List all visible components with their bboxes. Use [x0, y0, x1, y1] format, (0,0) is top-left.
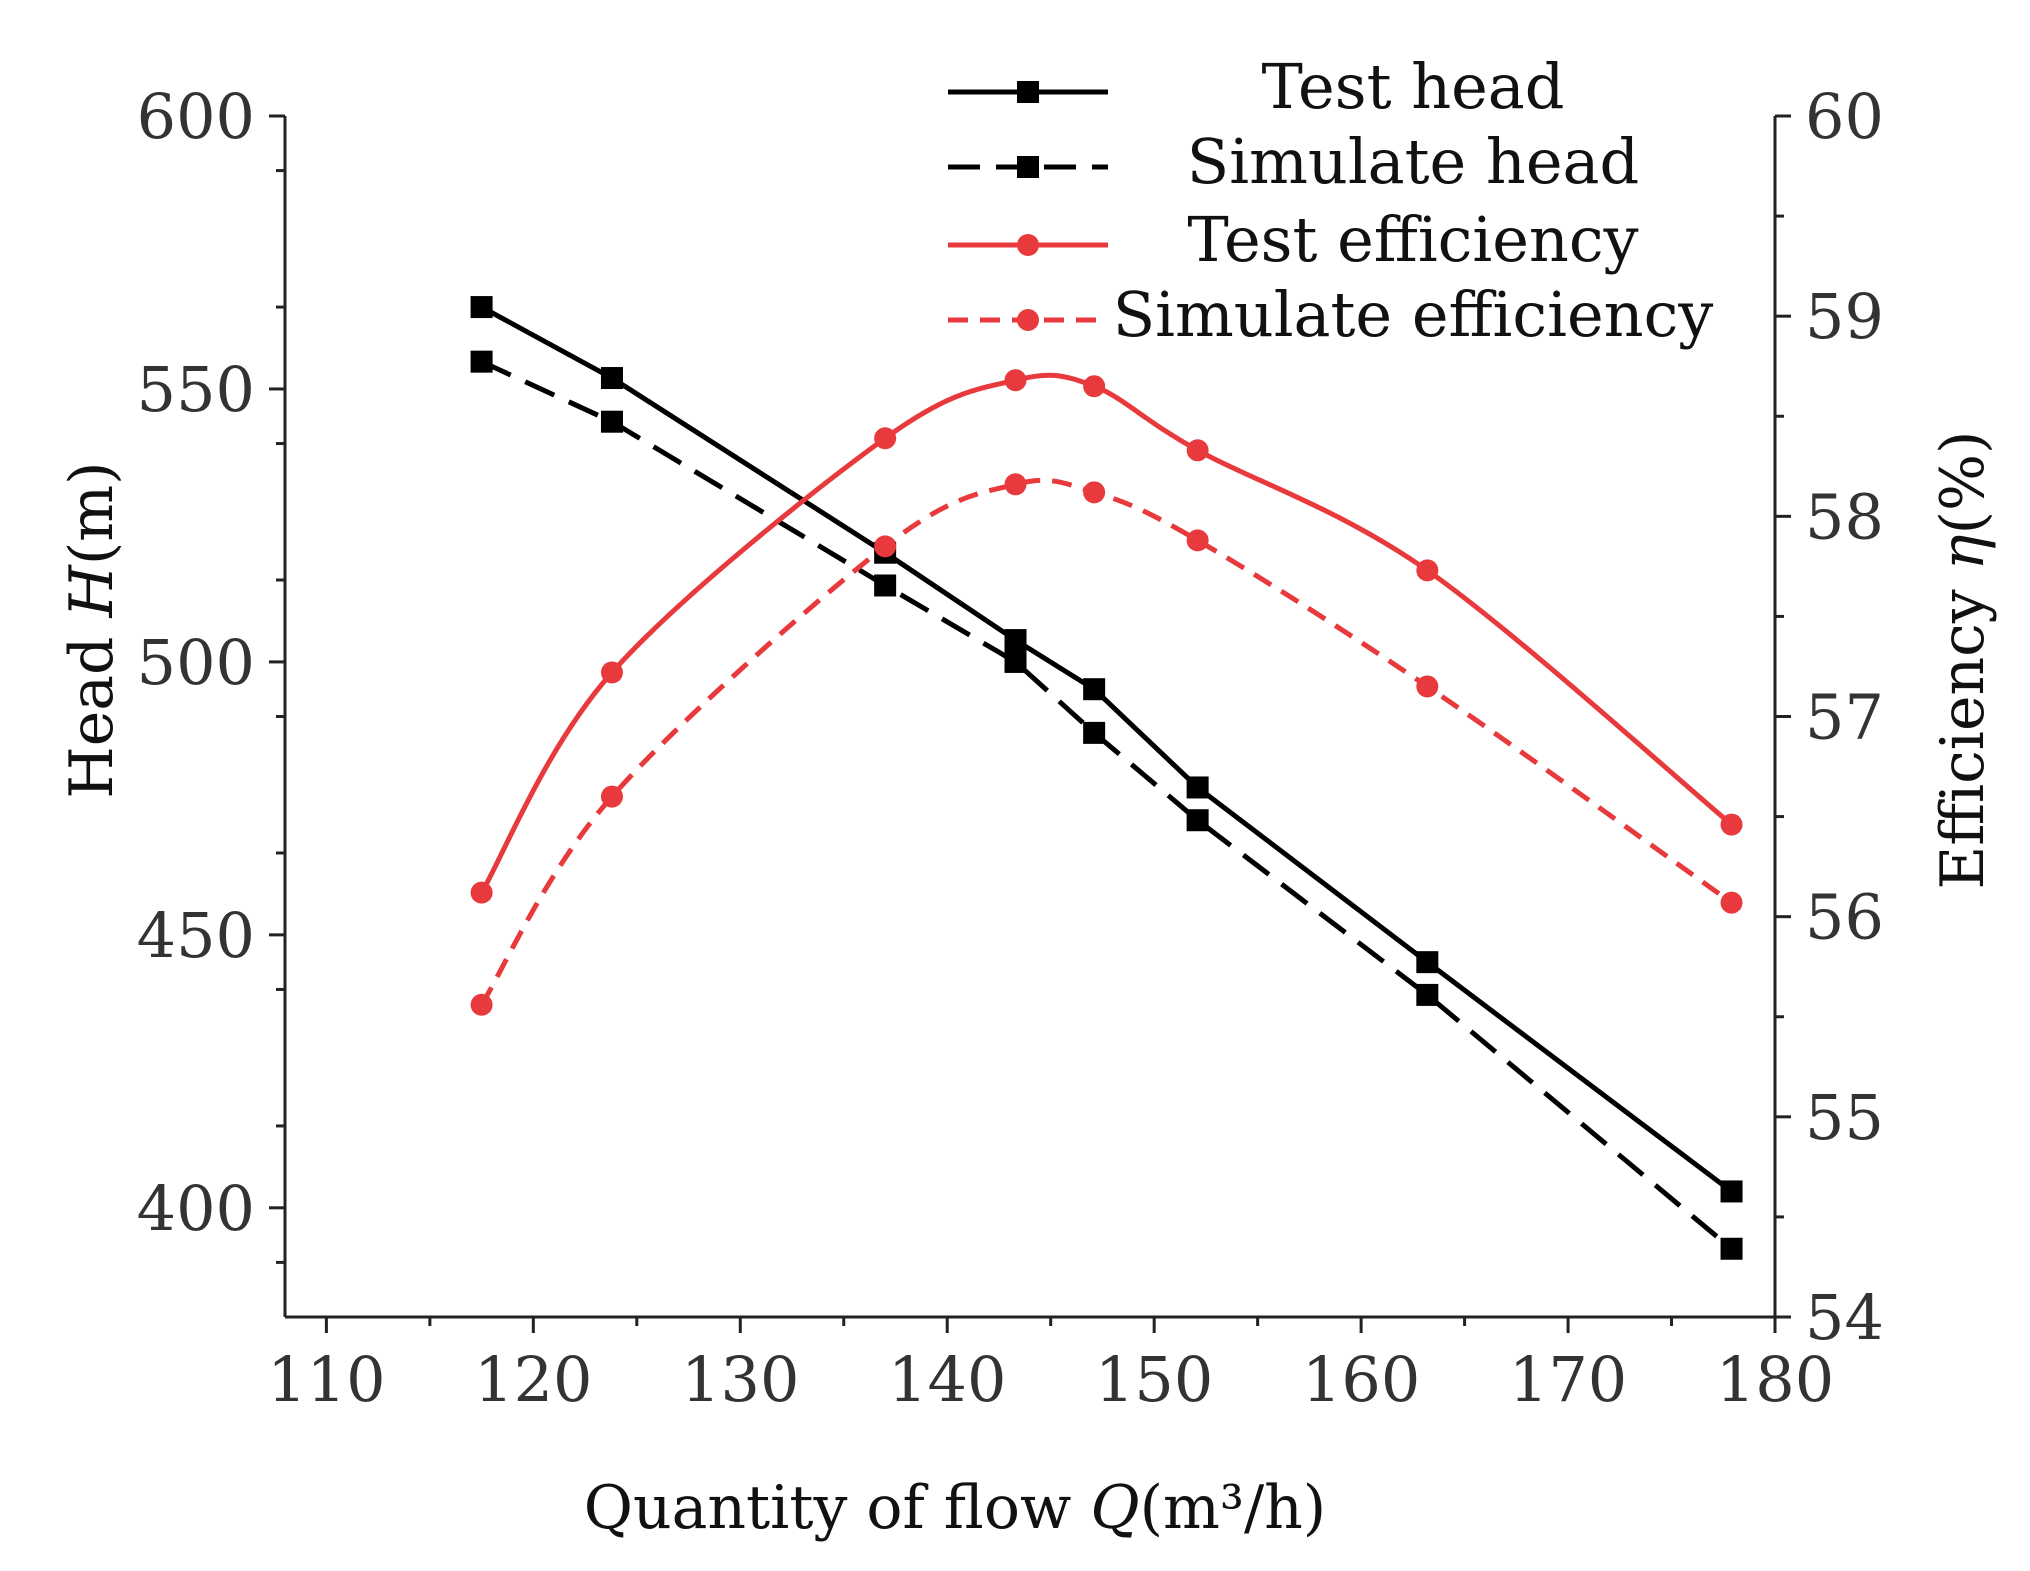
data-point-test-efficiency — [1186, 439, 1209, 462]
data-point-simulate-head — [1083, 721, 1106, 744]
series-line-simulate-head — [480, 359, 1734, 1251]
x-tick-label: 170 — [1509, 1343, 1627, 1416]
markers-layer — [470, 296, 1743, 1260]
x-tick-label: 150 — [1095, 1343, 1213, 1416]
x-axis-title: Quantity of flow Q(m³/h) — [584, 1473, 1326, 1543]
data-point-simulate-head — [470, 350, 493, 373]
series-layer — [479, 304, 1734, 1251]
data-point-simulate-efficiency — [1186, 529, 1209, 552]
data-point-simulate-efficiency — [1083, 481, 1106, 504]
x-tick-label: 140 — [888, 1343, 1006, 1416]
data-point-test-efficiency — [1416, 559, 1439, 582]
legend-label-simulate-efficiency: Simulate efficiency — [1113, 278, 1714, 351]
y-tick-label: 400 — [137, 1172, 255, 1245]
y-tick-label: 550 — [137, 353, 255, 426]
data-point-simulate-efficiency — [1720, 891, 1743, 914]
y2-tick-label: 58 — [1805, 480, 1884, 553]
y-tick-label: 500 — [137, 626, 255, 699]
data-point-test-efficiency — [1004, 369, 1027, 392]
y2-axis-title: Efficiency η(%) — [1928, 431, 1998, 890]
legend-entry-test-head: Test head — [948, 50, 1564, 123]
legend-marker-simulate-efficiency — [1017, 309, 1039, 331]
data-point-simulate-efficiency — [600, 785, 623, 808]
x-tick-label: 160 — [1302, 1343, 1420, 1416]
y2-tick-label: 60 — [1805, 80, 1884, 153]
x-tick-label: 180 — [1716, 1343, 1834, 1416]
legend-entry-test-efficiency: Test efficiency — [948, 203, 1639, 276]
data-point-simulate-head — [600, 410, 623, 433]
data-point-simulate-efficiency — [470, 993, 493, 1016]
data-point-simulate-head — [1416, 983, 1439, 1006]
y-tick-label: 600 — [137, 80, 255, 153]
x-tick-label: 110 — [267, 1343, 385, 1416]
legend-label-test-efficiency: Test efficiency — [1187, 203, 1638, 276]
data-point-test-efficiency — [874, 427, 897, 450]
data-point-test-head — [470, 296, 493, 319]
ticks-layer — [269, 114, 1791, 1333]
legend-label-test-head: Test head — [1262, 50, 1565, 123]
data-point-test-head — [1416, 951, 1439, 974]
data-point-test-head — [1186, 776, 1209, 799]
legend: Test head Simulate head Test efficiency … — [948, 50, 1713, 351]
data-point-simulate-efficiency — [1416, 675, 1439, 698]
series-line-test-efficiency — [479, 372, 1734, 894]
y-axis-title: Head H(m) — [57, 461, 127, 798]
data-point-test-efficiency — [1720, 813, 1743, 836]
legend-label-simulate-head: Simulate head — [1187, 125, 1639, 198]
legend-entry-simulate-efficiency: Simulate efficiency — [948, 278, 1713, 351]
data-point-test-head — [1083, 678, 1106, 701]
data-point-simulate-head — [1720, 1237, 1743, 1260]
data-point-simulate-head — [1004, 650, 1027, 673]
data-point-test-head — [1720, 1180, 1743, 1203]
x-tick-label: 130 — [681, 1343, 799, 1416]
data-point-test-head — [1004, 629, 1027, 652]
data-point-simulate-efficiency — [1004, 473, 1027, 496]
tick-labels-layer: 110 120 130 140 150 160 170 180 400 450 500 550 600 5… — [137, 80, 1884, 1416]
y2-tick-label: 55 — [1805, 1081, 1884, 1154]
y2-tick-label: 56 — [1805, 881, 1884, 954]
data-point-test-efficiency — [1083, 375, 1106, 398]
data-point-test-efficiency — [600, 661, 623, 684]
data-point-simulate-head — [1186, 809, 1209, 832]
y2-tick-label: 54 — [1805, 1281, 1884, 1354]
x-tick-label: 120 — [474, 1343, 592, 1416]
series-line-simulate-efficiency — [479, 477, 1733, 1007]
series-line-test-head — [480, 304, 1734, 1194]
y2-tick-label: 57 — [1805, 681, 1884, 754]
data-point-simulate-efficiency — [874, 535, 897, 558]
legend-marker-simulate-head — [1017, 156, 1039, 178]
y2-tick-label: 59 — [1805, 280, 1884, 353]
data-point-test-head — [600, 367, 623, 390]
data-point-simulate-head — [874, 574, 897, 597]
legend-marker-test-efficiency — [1017, 234, 1039, 256]
legend-entry-simulate-head: Simulate head — [948, 125, 1639, 198]
legend-marker-test-head — [1017, 81, 1039, 103]
data-point-test-efficiency — [470, 881, 493, 904]
y-tick-label: 450 — [137, 899, 255, 972]
